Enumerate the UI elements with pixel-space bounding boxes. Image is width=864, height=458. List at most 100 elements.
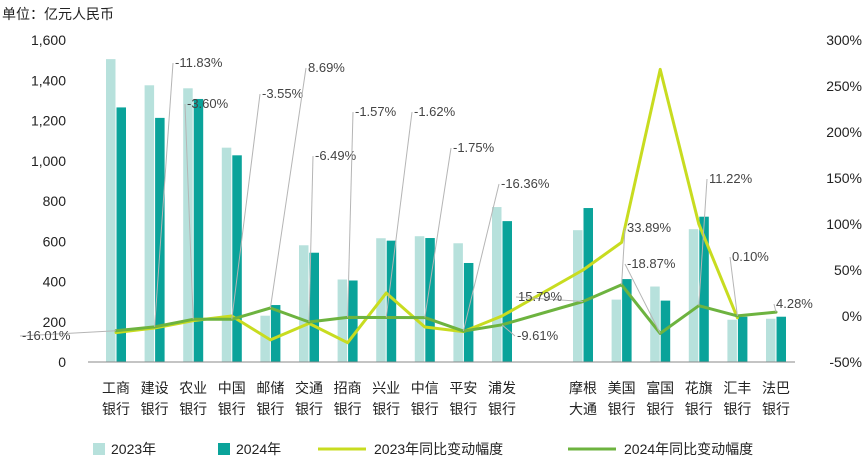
category-label: 银行: [295, 401, 323, 417]
legend-label: 2024年同比变动幅度: [624, 441, 753, 457]
y-left-tick: 400: [43, 274, 67, 290]
annotation-label: -18.87%: [627, 256, 676, 271]
legend-label: 2023年同比变动幅度: [374, 441, 503, 457]
category-label: 法巴: [762, 380, 790, 396]
annotation-label: -1.75%: [453, 140, 495, 155]
bar-2024: [116, 107, 126, 362]
bar-2024: [386, 240, 397, 362]
annotation-leader: [347, 111, 354, 318]
category-label: 银行: [102, 401, 130, 417]
bar-2023: [144, 85, 155, 362]
annotation-label: 4.28%: [776, 296, 813, 311]
bar-2024: [622, 279, 632, 362]
category-label: 银行: [762, 401, 790, 417]
annotation-leader: [184, 103, 194, 320]
y-right-tick: 100%: [826, 216, 862, 232]
annotation-label: 11.22%: [709, 171, 753, 186]
y-left-tick: 1,400: [31, 72, 66, 88]
bar-2024: [737, 316, 748, 362]
bar-2023: [183, 88, 193, 363]
y-right-tick: 250%: [826, 78, 862, 94]
category-label: 银行: [449, 401, 477, 417]
annotation-label: -1.62%: [414, 104, 456, 119]
annotation-label: -1.57%: [355, 104, 397, 119]
bar-2023: [688, 229, 699, 362]
annotation-leader: [308, 155, 314, 322]
category-label: 富国: [646, 380, 674, 396]
category-label: 招商: [334, 380, 362, 396]
annotation-leader: [501, 324, 516, 337]
annotation-label: -16.01%: [22, 328, 71, 343]
category-label: 银行: [411, 401, 439, 417]
y-right-tick: 50%: [834, 262, 862, 278]
line-2024-yoy: [114, 283, 778, 335]
category-label: 银行: [646, 401, 674, 417]
y-left-tick: 1,000: [31, 153, 66, 169]
annotation-leader: [19, 330, 117, 337]
bar-2023: [106, 59, 116, 363]
bar-2023: [221, 147, 232, 362]
unit-label: 单位：亿元人民币: [2, 6, 114, 22]
annotation-label: 0.10%: [732, 249, 769, 264]
bar-2024: [309, 252, 319, 362]
bar-2024: [502, 221, 512, 362]
bar-2023: [492, 207, 502, 362]
annotation-leader: [729, 256, 738, 316]
bar-2023: [260, 315, 270, 362]
annotation-label: -9.61%: [517, 328, 559, 343]
annotation-label: -6.49%: [315, 148, 357, 163]
category-label: 农业: [179, 380, 207, 396]
y-left-tick: 0: [58, 354, 66, 370]
y-left-tick: 800: [43, 193, 67, 209]
legend: 2023年 2024年 2023年同比变动幅度 2024年同比变动幅度: [93, 441, 753, 457]
annotation-label: -3.60%: [187, 96, 229, 111]
legend-label: 2024年: [236, 441, 281, 457]
category-label: 银行: [334, 401, 362, 417]
bar-2023: [766, 318, 776, 362]
legend-label: 2023年: [111, 441, 156, 457]
bar-2024: [193, 98, 204, 362]
annotation-label: -16.36%: [501, 176, 550, 191]
category-label: 银行: [608, 401, 636, 417]
y-right-tick: 150%: [826, 170, 862, 186]
annotation-label: 8.69%: [308, 60, 345, 75]
legend-swatch: [218, 443, 230, 455]
annotation-leader: [385, 111, 413, 318]
category-label: 银行: [372, 401, 400, 417]
ticks-layer: 0 200 400 600 800 1,000 1,200 1,400 1,600 -50% 0% 5…: [31, 32, 862, 370]
y-left-tick: 600: [43, 233, 67, 249]
bar-2023: [453, 243, 463, 362]
annotation-leader: [773, 303, 777, 313]
category-label: 银行: [723, 401, 751, 417]
category-label: 银行: [141, 401, 169, 417]
category-label: 中信: [411, 380, 439, 396]
bar-2023: [299, 245, 309, 362]
bar-2024: [348, 280, 358, 362]
annotation-leader: [698, 178, 708, 306]
y-left-tick: 200: [43, 314, 67, 330]
category-label: 美国: [608, 380, 636, 396]
category-label: 银行: [256, 401, 284, 417]
bar-2023: [573, 230, 583, 362]
y-left-tick: 1,200: [31, 113, 66, 129]
annotations-layer: -16.01% -11.83% -3.60% -3.55% 8.69% -6.49% -1.…: [19, 55, 813, 343]
bar-2024: [583, 208, 593, 362]
y-left-tick: 1,600: [31, 32, 66, 48]
y-right-tick: -50%: [829, 354, 862, 370]
annotation-label: -11.83%: [175, 55, 223, 70]
bar-2023: [337, 279, 348, 362]
y-right-tick: 0%: [842, 308, 862, 324]
category-label: 花旗: [685, 380, 713, 396]
annotation-label: 33.89%: [627, 220, 672, 235]
category-label: 大通: [569, 401, 597, 417]
category-label: 摩根: [569, 380, 597, 396]
category-label: 交通: [295, 380, 323, 396]
annotation-leader: [624, 263, 661, 334]
y-right-tick: 300%: [826, 32, 862, 48]
category-label: 工商: [102, 380, 130, 396]
category-label: 中国: [218, 380, 246, 396]
bars-layer: [106, 59, 786, 363]
bar-2023: [650, 286, 660, 362]
